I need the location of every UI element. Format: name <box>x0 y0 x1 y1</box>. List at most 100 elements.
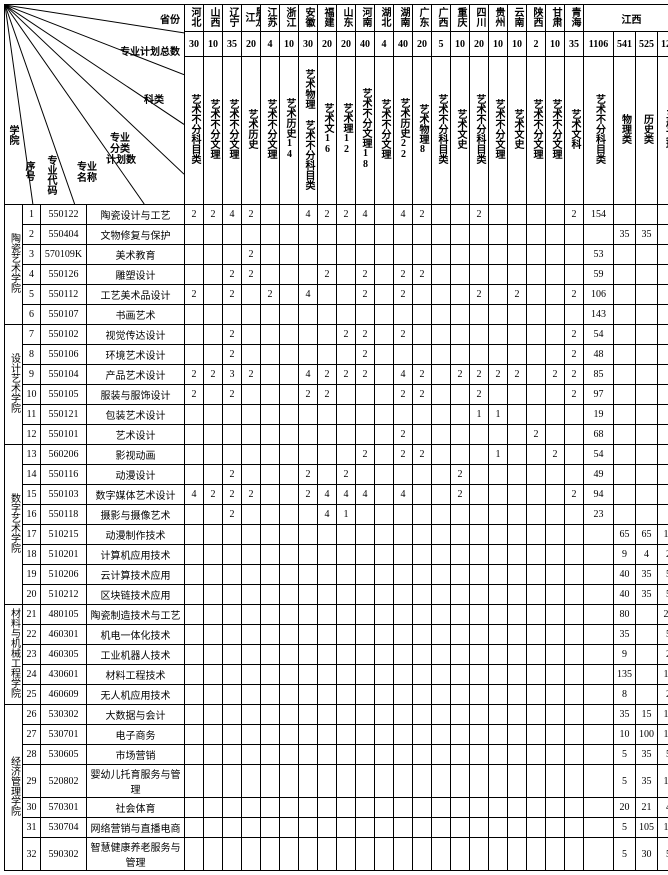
data-cell <box>299 605 318 625</box>
code-cell: 510206 <box>41 565 87 585</box>
province-header: 河北 <box>185 5 204 32</box>
data-cell <box>318 625 337 645</box>
data-cell <box>261 425 280 445</box>
data-cell <box>394 505 413 525</box>
data-cell <box>413 565 432 585</box>
total-header: 10 <box>204 32 223 57</box>
data-cell <box>299 325 318 345</box>
data-cell <box>413 505 432 525</box>
major-name-cell: 社会体育 <box>87 798 185 818</box>
data-cell <box>546 485 565 505</box>
data-cell <box>432 685 451 705</box>
data-cell <box>318 745 337 765</box>
data-cell <box>508 205 527 225</box>
data-cell: 35 <box>636 585 658 605</box>
category-header: 艺术不分文理 <box>546 57 565 205</box>
data-cell <box>356 745 375 765</box>
data-cell <box>489 485 508 505</box>
data-cell <box>451 405 470 425</box>
seq-cell: 7 <box>23 325 41 345</box>
data-cell: 2 <box>527 425 546 445</box>
data-cell <box>299 305 318 325</box>
data-cell <box>185 745 204 765</box>
code-cell: 480105 <box>41 605 87 625</box>
data-cell: 2 <box>242 265 261 285</box>
major-name-cell: 书画艺术 <box>87 305 185 325</box>
data-cell: 19 <box>584 405 614 425</box>
category-header: 艺术不分科目类 <box>185 57 204 205</box>
total-header: 120 <box>658 32 668 57</box>
data-cell <box>280 205 299 225</box>
data-cell <box>299 765 318 798</box>
data-cell <box>636 265 658 285</box>
data-cell <box>546 245 565 265</box>
data-cell <box>185 545 204 565</box>
province-header-jiangxi: 江西 <box>584 5 668 32</box>
data-cell <box>527 525 546 545</box>
data-cell <box>546 585 565 605</box>
data-cell <box>337 245 356 265</box>
data-cell: 35 <box>636 565 658 585</box>
seq-cell: 3 <box>23 245 41 265</box>
data-cell <box>261 525 280 545</box>
province-header: 陕西 <box>527 5 546 32</box>
province-header: 甘肃 <box>546 5 565 32</box>
data-cell <box>204 705 223 725</box>
major-name-cell: 市场营销 <box>87 745 185 765</box>
data-cell: 59 <box>584 265 614 285</box>
major-name-cell: 无人机应用技术 <box>87 685 185 705</box>
data-cell <box>185 445 204 465</box>
data-cell: 4 <box>394 485 413 505</box>
category-header: 艺术文16 <box>318 57 337 205</box>
total-header: 10 <box>451 32 470 57</box>
province-header: 贵州 <box>489 5 508 32</box>
data-cell <box>185 605 204 625</box>
data-cell <box>451 565 470 585</box>
data-cell: 2 <box>299 485 318 505</box>
data-cell <box>337 725 356 745</box>
data-cell: 2 <box>242 365 261 385</box>
data-cell <box>204 405 223 425</box>
data-cell: 2 <box>299 385 318 405</box>
data-cell <box>658 205 668 225</box>
data-cell <box>223 225 242 245</box>
data-cell <box>470 545 489 565</box>
data-cell: 2 <box>413 445 432 465</box>
data-cell <box>508 265 527 285</box>
data-cell <box>565 838 584 871</box>
category-header: 艺术不分文理 <box>489 57 508 205</box>
data-cell <box>318 545 337 565</box>
data-cell <box>394 705 413 725</box>
data-cell <box>432 585 451 605</box>
data-cell <box>636 625 658 645</box>
data-cell <box>565 565 584 585</box>
lbl-category: 科类 <box>144 91 164 106</box>
data-cell <box>584 765 614 798</box>
data-cell <box>223 645 242 665</box>
data-cell <box>413 545 432 565</box>
data-cell: 10 <box>658 525 668 545</box>
data-cell: 2 <box>565 385 584 405</box>
data-cell <box>242 685 261 705</box>
data-cell <box>470 265 489 285</box>
data-cell <box>432 605 451 625</box>
data-cell <box>489 705 508 725</box>
data-cell <box>337 818 356 838</box>
major-name-cell: 陶瓷制造技术与工艺 <box>87 605 185 625</box>
data-cell <box>318 765 337 798</box>
data-cell <box>508 305 527 325</box>
province-header: 山东 <box>337 5 356 32</box>
data-cell: 2 <box>204 365 223 385</box>
data-cell <box>470 705 489 725</box>
data-cell: 35 <box>614 225 636 245</box>
data-cell <box>299 225 318 245</box>
data-cell <box>489 605 508 625</box>
data-cell <box>337 745 356 765</box>
code-cell: 460301 <box>41 625 87 645</box>
major-name-cell: 计算机应用技术 <box>87 545 185 565</box>
data-cell <box>375 285 394 305</box>
data-cell: 2 <box>394 385 413 405</box>
seq-cell: 8 <box>23 345 41 365</box>
data-cell <box>242 325 261 345</box>
major-name-cell: 文物修复与保护 <box>87 225 185 245</box>
